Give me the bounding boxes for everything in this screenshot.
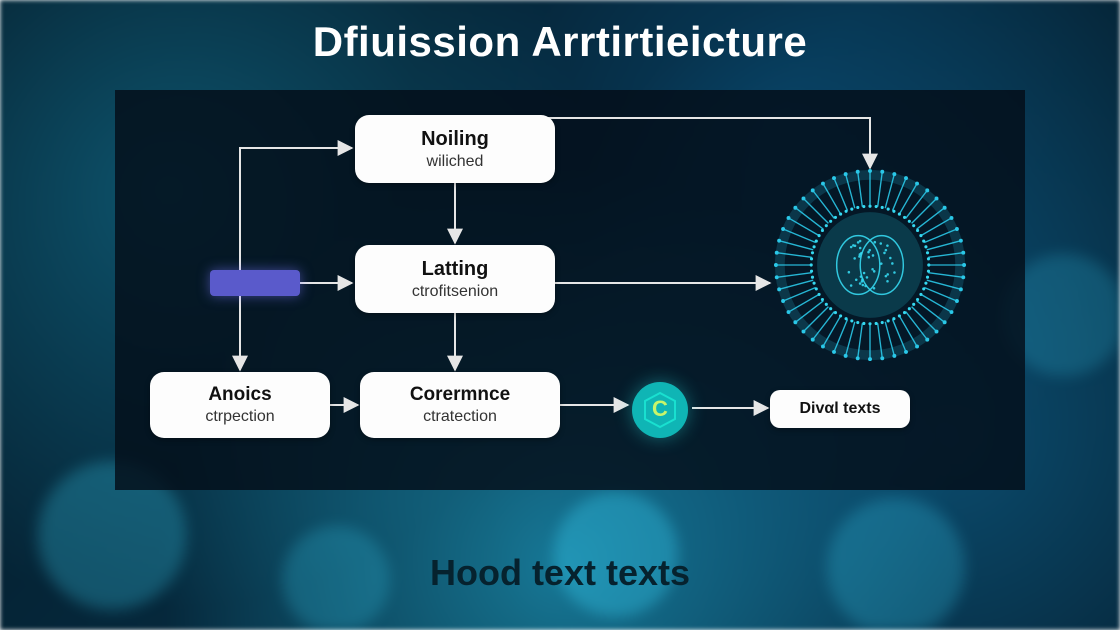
page-title: Dfiuission Arrtirtieicture bbox=[0, 18, 1120, 66]
node-divaltexts-title: Divαl texts bbox=[800, 400, 881, 418]
hex-glyph: C bbox=[652, 396, 668, 421]
hex-badge: C bbox=[632, 382, 688, 438]
virus-svg bbox=[772, 167, 968, 363]
node-latting-title: Latting bbox=[422, 258, 489, 281]
node-noiling-sub: wiliched bbox=[427, 153, 484, 171]
node-anoics-title: Anoics bbox=[208, 384, 271, 406]
node-anoics: Anoics ctrpection bbox=[150, 372, 330, 438]
node-divaltexts: Divαl texts bbox=[770, 390, 910, 428]
node-latting-sub: ctrofitsenion bbox=[412, 283, 498, 301]
node-corermnce-sub: ctratection bbox=[423, 408, 497, 426]
node-noiling-title: Noiling bbox=[421, 128, 489, 151]
node-corermnce: Corermnce ctratection bbox=[360, 372, 560, 438]
node-latting: Latting ctrofitsenion bbox=[355, 245, 555, 313]
virus-graphic bbox=[772, 167, 968, 363]
node-noiling: Noiling wiliched bbox=[355, 115, 555, 183]
bar-node bbox=[210, 270, 300, 296]
node-anoics-sub: ctrpection bbox=[205, 408, 274, 426]
hex-icon: C bbox=[640, 390, 680, 430]
footer-text: Hood text texts bbox=[0, 552, 1120, 594]
node-corermnce-title: Corermnce bbox=[410, 384, 510, 406]
